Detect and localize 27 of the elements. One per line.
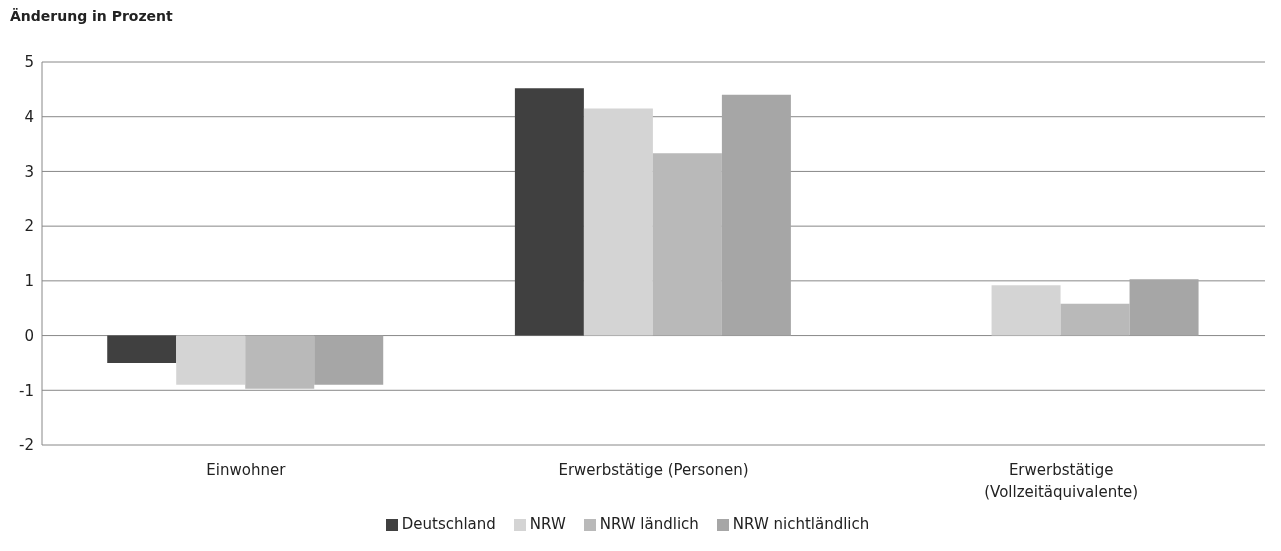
x-tick-label: Einwohner <box>206 461 287 479</box>
bar <box>652 153 722 336</box>
bar <box>721 94 791 336</box>
x-tick-label: Erwerbstätige (Personen) <box>558 461 749 479</box>
bar <box>176 335 246 385</box>
legend-label: NRW <box>529 515 566 533</box>
bar <box>991 285 1061 336</box>
y-tick-label: -1 <box>19 381 34 400</box>
y-tick-label: 0 <box>24 326 34 345</box>
bar <box>1060 303 1130 336</box>
y-axis-title: Änderung in Prozent <box>10 8 173 24</box>
legend-label: NRW ländlich <box>599 515 699 533</box>
y-tick-label: -2 <box>19 436 34 455</box>
y-tick-label: 2 <box>24 217 34 236</box>
y-tick-label: 5 <box>24 53 34 72</box>
legend-label: NRW nichtländlich <box>732 515 870 533</box>
y-tick-label: 4 <box>24 108 34 127</box>
legend-label: Deutschland <box>401 515 496 533</box>
bar <box>1129 279 1199 336</box>
y-tick-label: 3 <box>24 162 34 181</box>
bar <box>514 88 584 336</box>
x-tick-label: Erwerbstätige (Vollzeitäquivalente) <box>984 461 1139 501</box>
bar <box>314 335 384 385</box>
bar <box>583 108 653 336</box>
y-tick-label: 1 <box>24 272 34 291</box>
bar <box>107 335 177 363</box>
bar <box>245 335 315 389</box>
